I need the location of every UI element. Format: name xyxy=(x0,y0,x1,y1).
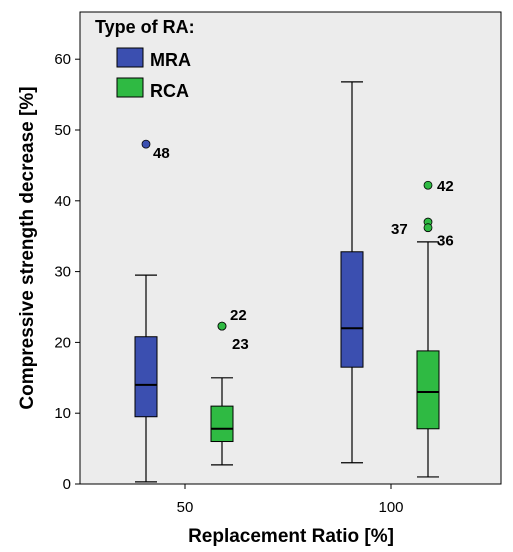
boxes: 48 22 23 42 37 36 xyxy=(134,81,454,483)
box-iqr xyxy=(210,405,234,443)
outlier-point xyxy=(141,139,151,149)
box-iqr xyxy=(134,336,158,418)
y-axis-title: Compressive strength decrease [%] xyxy=(17,86,38,409)
box-rca-100: 42 37 36 xyxy=(391,178,454,478)
legend-label-rca: RCA xyxy=(150,81,189,101)
box-mra-50: 48 xyxy=(134,139,170,483)
outlier-label: 23 xyxy=(232,336,249,353)
box-iqr xyxy=(416,350,440,430)
box-rca-50: 22 23 xyxy=(210,307,249,466)
x-tick-label: 100 xyxy=(378,499,403,516)
box-iqr xyxy=(340,251,364,368)
legend-swatch-mra xyxy=(116,47,144,68)
x-axis: 50 100 xyxy=(177,484,404,516)
box-mra-100 xyxy=(340,81,364,464)
y-tick-label: 0 xyxy=(63,476,71,493)
outlier-label: 37 xyxy=(391,221,408,238)
x-axis-title: Replacement Ratio [%] xyxy=(188,526,394,547)
outlier-label: 36 xyxy=(437,233,454,250)
outlier-point xyxy=(423,223,433,233)
outlier-point xyxy=(217,321,227,331)
legend-title: Type of RA: xyxy=(95,17,195,37)
y-tick-label: 60 xyxy=(54,51,71,68)
y-tick-label: 20 xyxy=(54,334,71,351)
y-axis: 0 10 20 30 40 50 60 xyxy=(54,51,80,493)
legend-swatch-rca xyxy=(116,77,144,98)
outlier-label: 22 xyxy=(230,307,247,324)
outlier-label: 48 xyxy=(153,145,170,162)
outlier-point xyxy=(423,180,433,190)
x-tick-label: 50 xyxy=(177,499,194,516)
y-tick-label: 40 xyxy=(54,193,71,210)
y-tick-label: 30 xyxy=(54,264,71,281)
y-tick-label: 10 xyxy=(54,405,71,422)
legend: Type of RA: MRA RCA xyxy=(95,17,195,101)
legend-label-mra: MRA xyxy=(150,50,191,70)
outlier-label: 42 xyxy=(437,178,454,195)
y-tick-label: 50 xyxy=(54,122,71,139)
